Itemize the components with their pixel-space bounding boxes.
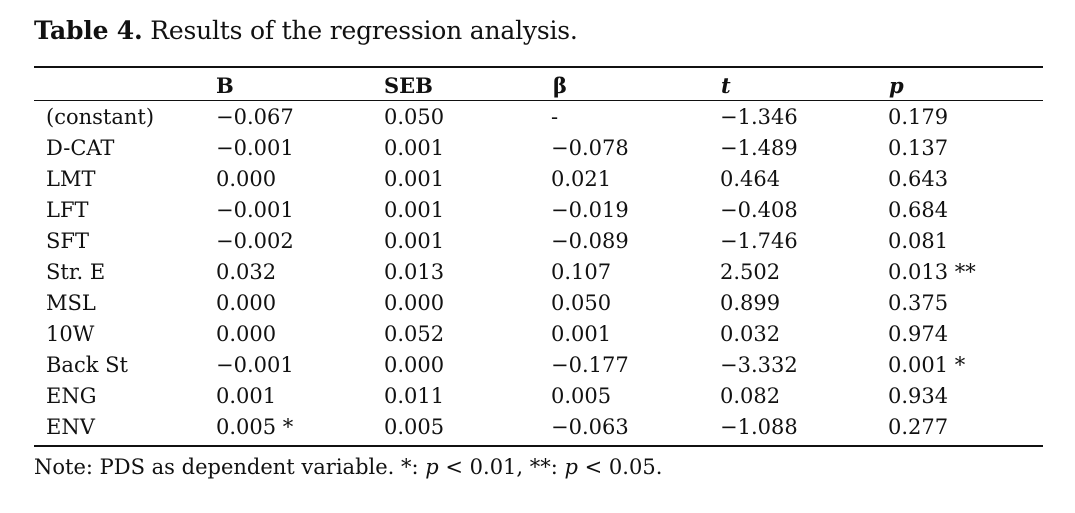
cell-p: 0.137 [888,136,949,160]
cell-seb: 0.005 [384,415,445,439]
row-label: ENG [46,384,97,408]
row-label: LMT [46,167,96,191]
table-row: LMT 0.000 0.001 0.021 0.464 0.643 [34,164,1043,195]
cell-seb: 0.013 [384,260,445,284]
cell-t: 0.032 [720,322,781,346]
header-cell-b: B [216,73,234,98]
row-label: SFT [46,229,89,253]
cell-seb: 0.001 [384,198,445,222]
note-p-symbol: p [425,455,439,479]
cell-t: −0.408 [720,198,798,222]
cell-b: 0.000 [216,322,277,346]
cell-b: 0.001 [216,384,277,408]
cell-t: 0.464 [720,167,781,191]
row-label: (constant) [46,105,155,129]
row-label: D-CAT [46,136,115,160]
cell-t: −1.489 [720,136,798,160]
note-suffix: < 0.05. [577,455,663,479]
cell-p: 0.277 [888,415,949,439]
cell-seb: 0.001 [384,229,445,253]
cell-seb: 0.011 [384,384,445,408]
table-row: LFT −0.001 0.001 −0.019 −0.408 0.684 [34,195,1043,226]
cell-b: −0.001 [216,136,294,160]
cell-p: 0.974 [888,322,949,346]
table-header-row: B SEB β t p [34,68,1043,101]
table-row: 10W 0.000 0.052 0.001 0.032 0.974 [34,319,1043,350]
header-cell-seb: SEB [384,73,433,98]
cell-b: 0.000 [216,167,277,191]
header-cell-t: t [721,73,731,98]
cell-t: −1.746 [720,229,798,253]
header-cell-p: p [889,73,904,98]
row-label: MSL [46,291,96,315]
cell-p: 0.375 [888,291,949,315]
cell-beta: 0.107 [551,260,612,284]
regression-table: B SEB β t p (constant) −0.067 0.050 - −1… [34,66,1043,447]
table-row: D-CAT −0.001 0.001 −0.078 −1.489 0.137 [34,133,1043,164]
table-body: (constant) −0.067 0.050 - −1.346 0.179 D… [34,101,1043,445]
row-label: Str. E [46,260,106,284]
table-row: Back St −0.001 0.000 −0.177 −3.332 0.001… [34,350,1043,381]
cell-p: 0.934 [888,384,949,408]
row-label: Back St [46,353,128,377]
cell-b: −0.002 [216,229,294,253]
cell-beta: 0.050 [551,291,612,315]
table-row: SFT −0.002 0.001 −0.089 −1.746 0.081 [34,226,1043,257]
cell-b: 0.000 [216,291,277,315]
table-caption: Table 4. Results of the regression analy… [34,14,578,48]
cell-b: −0.001 [216,353,294,377]
cell-b: −0.001 [216,198,294,222]
cell-p: 0.081 [888,229,949,253]
cell-p: 0.179 [888,105,949,129]
cell-b: −0.067 [216,105,294,129]
cell-seb: 0.000 [384,353,445,377]
cell-p: 0.001 * [888,353,966,377]
table-row: ENV 0.005 * 0.005 −0.063 −1.088 0.277 [34,412,1043,443]
cell-t: 0.899 [720,291,781,315]
header-cell-beta: β [553,73,567,98]
table-row: MSL 0.000 0.000 0.050 0.899 0.375 [34,288,1043,319]
cell-t: −1.346 [720,105,798,129]
cell-t: −3.332 [720,353,798,377]
table-title: Results of the regression analysis. [150,16,578,45]
table-row: ENG 0.001 0.011 0.005 0.082 0.934 [34,381,1043,412]
row-label: 10W [46,322,95,346]
table-label: Table 4. [34,16,143,45]
cell-beta: −0.089 [551,229,629,253]
cell-b: 0.005 * [216,415,294,439]
cell-seb: 0.001 [384,167,445,191]
cell-beta: −0.078 [551,136,629,160]
cell-beta: 0.021 [551,167,612,191]
cell-p: 0.684 [888,198,949,222]
cell-beta: −0.063 [551,415,629,439]
cell-beta: 0.005 [551,384,612,408]
table-note: Note: PDS as dependent variable. *: p < … [34,452,662,482]
table-row: Str. E 0.032 0.013 0.107 2.502 0.013 ** [34,257,1043,288]
row-label: ENV [46,415,95,439]
note-prefix: Note: PDS as dependent variable. *: [34,455,426,479]
cell-t: 2.502 [720,260,781,284]
cell-beta: - [551,105,559,129]
cell-seb: 0.001 [384,136,445,160]
cell-beta: −0.019 [551,198,629,222]
cell-beta: −0.177 [551,353,629,377]
cell-p: 0.643 [888,167,949,191]
row-label: LFT [46,198,89,222]
cell-seb: 0.052 [384,322,445,346]
cell-t: 0.082 [720,384,781,408]
note-mid: < 0.01, **: [438,455,565,479]
cell-beta: 0.001 [551,322,612,346]
note-p-symbol: p [564,455,578,479]
cell-seb: 0.050 [384,105,445,129]
cell-b: 0.032 [216,260,277,284]
cell-p: 0.013 ** [888,260,976,284]
cell-t: −1.088 [720,415,798,439]
table-row: (constant) −0.067 0.050 - −1.346 0.179 [34,102,1043,133]
cell-seb: 0.000 [384,291,445,315]
